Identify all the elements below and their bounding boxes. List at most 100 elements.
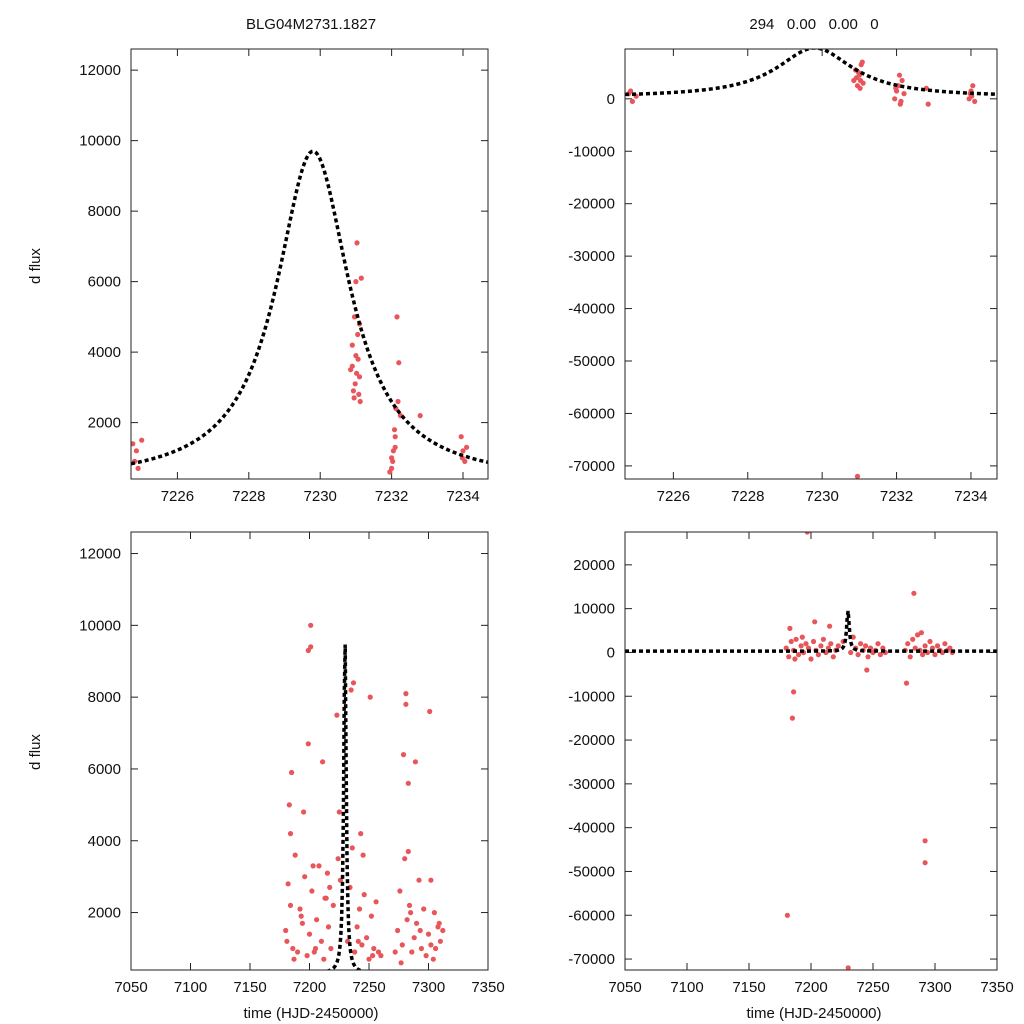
data-point [285, 881, 291, 887]
data-point [857, 85, 863, 91]
data-point [827, 623, 833, 629]
plot-frame [624, 48, 998, 480]
x-tick-label: 7250 [352, 979, 385, 996]
data-point [295, 949, 301, 955]
data-point [799, 634, 805, 640]
data-point [828, 641, 834, 647]
data-point [402, 856, 408, 862]
panel-bottom-left: 7050 7100 7150 7200 7250 7300 7350 2000 4000 6000… [79, 531, 505, 996]
x-tick-label: 7200 [293, 979, 326, 996]
y-tick-label: -70000 [568, 951, 615, 968]
data-point [352, 949, 358, 955]
x-tick-label: 7228 [232, 488, 265, 505]
x-tick-label: 7200 [794, 979, 827, 996]
data-point [364, 935, 370, 941]
x-tick-label: 7150 [233, 979, 266, 996]
data-point [901, 91, 907, 97]
data-point [131, 441, 136, 447]
data-point [352, 381, 358, 387]
y-tick-label: -10000 [568, 143, 615, 160]
data-point [855, 652, 861, 658]
data-point [394, 314, 400, 320]
data-point [972, 98, 978, 104]
data-point [367, 694, 373, 700]
x-tick-label: 7232 [375, 488, 408, 505]
data-point [324, 870, 330, 876]
data-point [925, 101, 931, 107]
data-point [416, 877, 422, 883]
data-point [327, 884, 333, 891]
data-point [830, 654, 836, 660]
data-point [810, 638, 817, 645]
data-point [877, 652, 884, 658]
data-point [328, 945, 334, 952]
x-tick-label: 7230 [304, 488, 337, 505]
data-point [427, 708, 433, 715]
data-point [392, 434, 398, 440]
title-right: 294 0.00 0.00 0 [749, 16, 878, 33]
data-point [893, 85, 899, 91]
data-point [911, 590, 917, 596]
data-point [308, 622, 314, 628]
data-point [290, 945, 296, 952]
y-tick-label: 4000 [88, 833, 121, 850]
data-point [853, 75, 860, 81]
data-point [403, 691, 409, 697]
ylabel-top: d flux [27, 248, 44, 284]
y-tick-label: 2000 [88, 905, 121, 922]
y-tick-label: -10000 [568, 688, 615, 705]
data-point [337, 877, 343, 883]
data-point [854, 473, 861, 479]
y-tick-label: -70000 [568, 458, 615, 475]
data-point [417, 413, 423, 419]
data-point [348, 687, 354, 693]
plot-frame [624, 531, 998, 971]
data-point [349, 363, 355, 369]
data-point [395, 927, 401, 934]
data-point [335, 856, 341, 862]
data-point [784, 912, 791, 918]
data-point [875, 641, 881, 647]
data-point [392, 444, 398, 450]
y-tick-label: 8000 [88, 689, 121, 706]
data-point [404, 917, 410, 923]
data-point [299, 920, 305, 926]
data-point [356, 391, 362, 397]
data-point [803, 641, 809, 647]
data-point [430, 956, 436, 962]
data-point [395, 398, 401, 405]
data-point [812, 619, 818, 625]
data-point [334, 712, 340, 718]
data-point [786, 654, 792, 660]
data-point [436, 920, 442, 926]
data-point [808, 656, 814, 662]
data-point [135, 465, 141, 471]
title-left: BLG04M2731.1827 [246, 16, 376, 33]
data-point [899, 77, 905, 84]
data-point [309, 888, 315, 894]
data-point [789, 715, 796, 721]
x-tick-label: 7300 [412, 979, 445, 996]
data-point [431, 910, 437, 916]
plot-frame [130, 531, 489, 971]
x-tick-label: 7100 [174, 979, 207, 996]
data-point [398, 960, 404, 966]
data-point [356, 906, 363, 912]
data-point [291, 956, 297, 962]
data-point [310, 863, 316, 869]
data-point [287, 902, 294, 909]
data-point [373, 899, 379, 905]
data-point [792, 656, 798, 662]
x-tick-label: 7226 [161, 488, 194, 505]
data-point [321, 956, 327, 962]
data-point [399, 942, 405, 948]
data-point [408, 910, 414, 916]
data-point [903, 680, 910, 686]
data-point [865, 654, 871, 660]
data-point [815, 652, 822, 658]
data-point [349, 845, 355, 851]
y-tick-label: 6000 [88, 761, 121, 778]
data-point [286, 802, 292, 808]
y-tick-label: -60000 [568, 405, 615, 422]
data-point [400, 752, 407, 758]
